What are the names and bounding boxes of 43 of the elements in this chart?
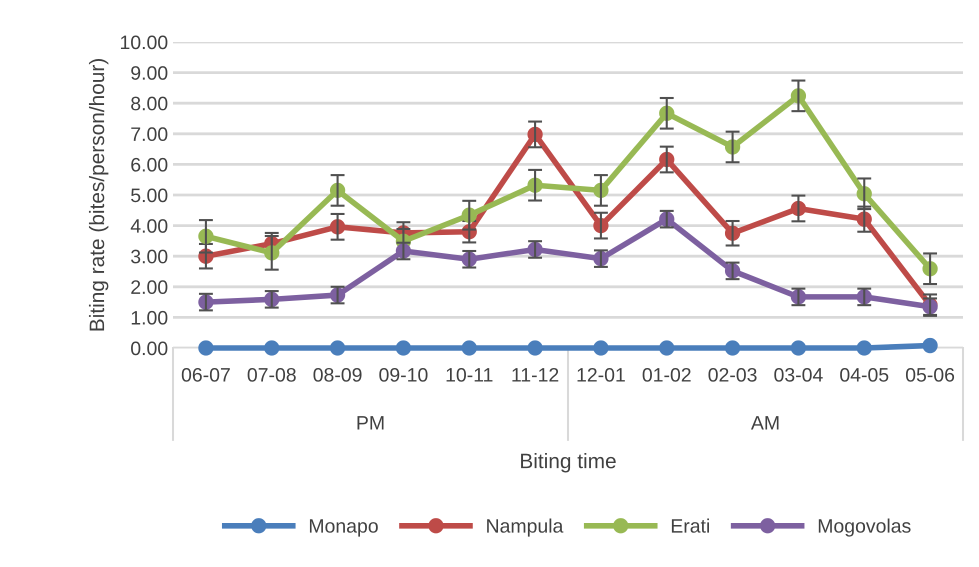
y-tick-label: 4.00 — [130, 219, 168, 233]
point — [922, 338, 938, 354]
point — [330, 340, 346, 356]
y-tick-label: 5.00 — [131, 188, 168, 202]
y-tick-label: 0.00 — [131, 341, 168, 356]
x-tick-label: 11-12 — [512, 368, 558, 382]
legend-label: Monapo — [310, 519, 378, 537]
x-tick-label: 01-02 — [642, 368, 691, 382]
legend-label: Nampula — [487, 518, 564, 537]
text: PM — [358, 416, 384, 430]
x-tick-label: 02-03 — [708, 368, 757, 382]
x-tick-label: 06-07 — [182, 368, 230, 382]
y-tick-label: 7.00 — [131, 127, 168, 142]
point — [396, 340, 412, 356]
legend-label: Mogovolas — [818, 518, 911, 537]
point — [593, 340, 609, 356]
x-tick-label: 04-05 — [840, 368, 888, 382]
y-tick-label: 3.00 — [131, 250, 168, 264]
y-tick-label: 10.00 — [120, 35, 168, 50]
x-tick-label: 07-08 — [248, 368, 296, 382]
x-tick-label: 03-04 — [774, 368, 823, 382]
y-tick-label: 2.00 — [131, 280, 168, 294]
point — [198, 340, 214, 356]
text: AM — [750, 416, 778, 430]
point — [724, 340, 740, 356]
x-axis-title: Biting time — [521, 453, 616, 472]
y-axis-title: Biting rate (bites/person/hour) — [88, 59, 108, 331]
y-tick-label: 1.00 — [132, 310, 168, 325]
x-tick-label: 05-06 — [906, 368, 954, 382]
y-tick-label: 9.00 — [131, 66, 168, 80]
point — [790, 340, 806, 356]
y-tick-label: 8.00 — [131, 96, 168, 110]
point — [856, 340, 872, 356]
x-tick-label: 09-10 — [379, 368, 428, 382]
point — [264, 340, 280, 356]
point — [462, 340, 477, 356]
x-tick-label: 10-11 — [446, 368, 492, 382]
y-tick-label: 6.00 — [131, 158, 168, 172]
legend-label: Erati — [672, 518, 709, 533]
x-tick-label: 12-01 — [578, 368, 625, 382]
point — [659, 340, 674, 356]
point — [527, 340, 543, 356]
x-tick-label: 08-09 — [313, 368, 362, 382]
